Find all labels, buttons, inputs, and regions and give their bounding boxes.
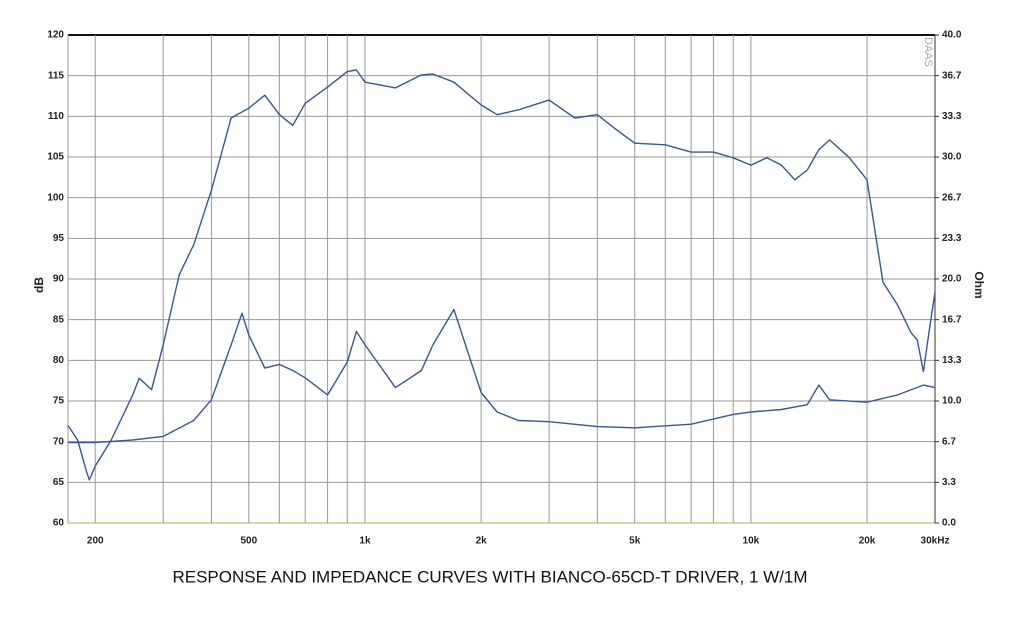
- x-tick-label: 20k: [859, 536, 876, 547]
- y2-axis-label: Ohm: [972, 271, 986, 298]
- x-tick-label: 200: [87, 536, 104, 547]
- y-tick-label: 60: [53, 518, 65, 529]
- y-tick-label: 90: [53, 274, 65, 285]
- x-tick-label: 1k: [359, 536, 371, 547]
- y2-tick-label: 23.3: [942, 233, 962, 244]
- y-tick-label: 65: [53, 477, 65, 488]
- y-tick-label: 105: [47, 152, 64, 163]
- y-tick-label: 70: [53, 436, 65, 447]
- impedance-curve: [68, 308, 936, 444]
- y-axis-label: dB: [32, 277, 46, 293]
- y-tick-label: 120: [47, 30, 64, 41]
- y2-tick-label: 16.7: [942, 314, 962, 325]
- y2-tick-label: 33.3: [942, 111, 962, 122]
- x-tick-label: 10k: [743, 536, 760, 547]
- y-tick-label: 100: [47, 192, 64, 203]
- y2-tick-label: 40.0: [942, 30, 962, 41]
- y2-tick-label: 0.0: [942, 518, 956, 529]
- y2-tick-label: 36.7: [942, 70, 962, 81]
- chart-title: RESPONSE AND IMPEDANCE CURVES WITH BIANC…: [172, 567, 807, 586]
- watermark: DAAS: [922, 37, 934, 67]
- y2-tick-label: 6.7: [942, 436, 956, 447]
- y2-tick-label: 3.3: [942, 477, 956, 488]
- y2-tick-label: 26.7: [942, 192, 962, 203]
- x-tick-label: 30kHz: [921, 536, 950, 547]
- y2-tick-label: 10.0: [942, 396, 962, 407]
- y-tick-label: 115: [48, 70, 65, 81]
- y2-tick-label: 13.3: [942, 355, 962, 366]
- y-tick-label: 75: [53, 396, 65, 407]
- x-tick-label: 500: [240, 536, 257, 547]
- x-tick-label: 2k: [476, 536, 488, 547]
- x-tick-label: 5k: [629, 536, 641, 547]
- y-tick-label: 85: [53, 314, 65, 325]
- y2-tick-label: 20.0: [942, 274, 962, 285]
- y-tick-label: 110: [48, 111, 65, 122]
- y2-tick-label: 30.0: [942, 152, 962, 163]
- response-curve: [67, 69, 936, 481]
- y-tick-label: 80: [53, 355, 65, 366]
- y-tick-label: 95: [53, 233, 65, 244]
